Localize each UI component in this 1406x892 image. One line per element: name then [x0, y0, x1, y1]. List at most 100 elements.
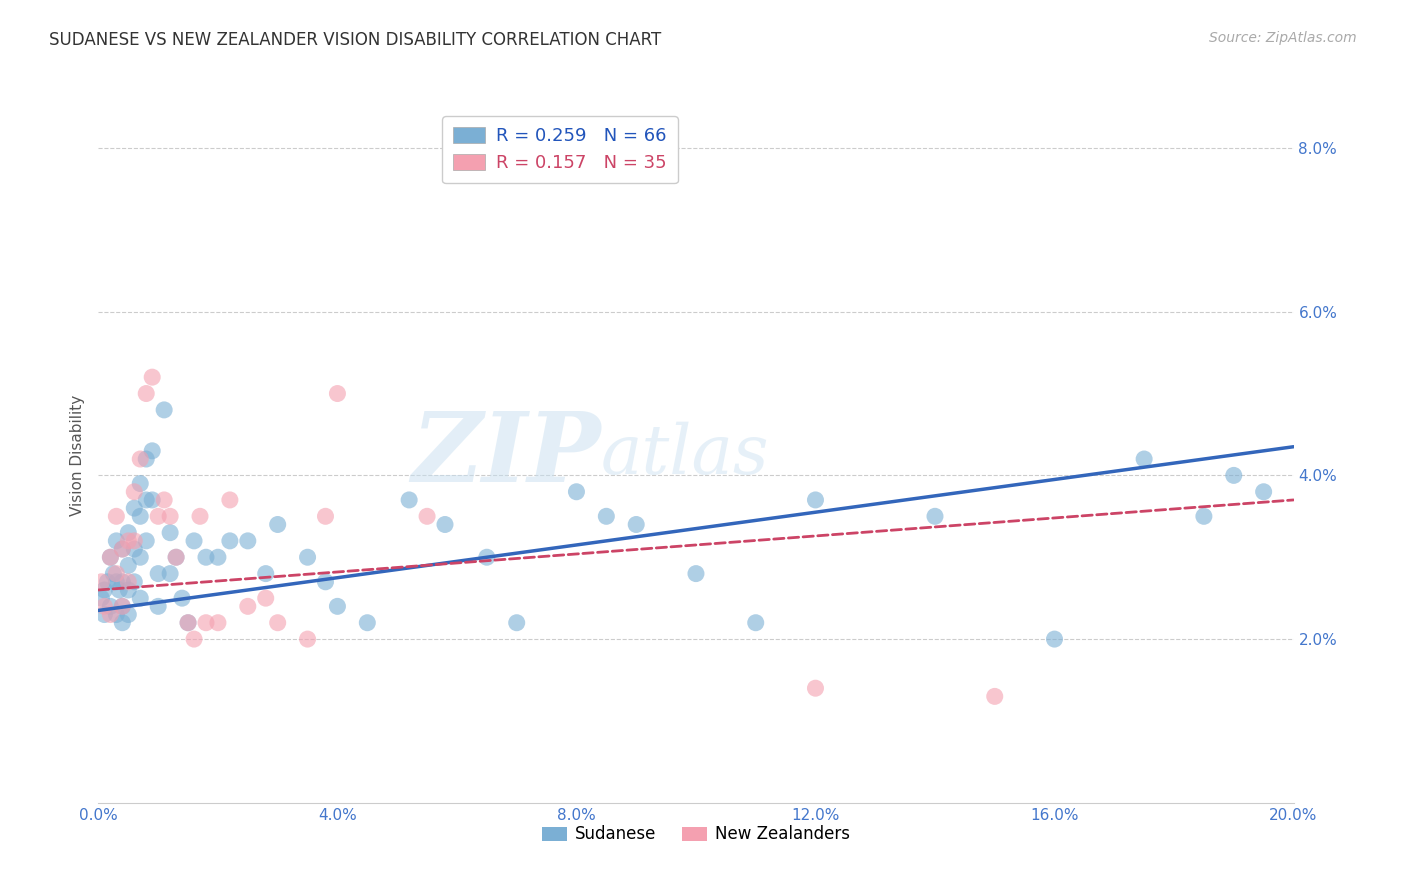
Point	[297, 632, 319, 646]
Point	[416, 509, 439, 524]
Point	[129, 550, 152, 565]
Point	[984, 690, 1007, 704]
Point	[111, 574, 134, 589]
Point	[98, 607, 122, 622]
Point	[236, 599, 259, 614]
Point	[207, 615, 229, 630]
Point	[177, 615, 200, 630]
Point	[685, 566, 707, 581]
Point	[105, 566, 128, 581]
Point	[195, 615, 218, 630]
Point	[159, 525, 181, 540]
Point	[105, 574, 128, 589]
Point	[595, 509, 617, 524]
Point	[188, 509, 211, 524]
Point	[153, 403, 176, 417]
Point	[506, 615, 529, 630]
Point	[117, 574, 139, 589]
Point	[1253, 484, 1275, 499]
Point	[267, 615, 290, 630]
Point	[98, 599, 122, 614]
Point	[141, 370, 163, 384]
Point	[148, 566, 170, 581]
Point	[111, 542, 134, 557]
Point	[105, 533, 128, 548]
Point	[111, 615, 134, 630]
Point	[148, 599, 170, 614]
Point	[117, 525, 139, 540]
Point	[93, 582, 115, 597]
Point	[153, 492, 176, 507]
Point	[236, 533, 259, 548]
Point	[159, 566, 181, 581]
Point	[124, 484, 146, 499]
Point	[148, 509, 170, 524]
Point	[254, 566, 277, 581]
Legend: Sudanese, New Zealanders: Sudanese, New Zealanders	[536, 819, 856, 850]
Point	[183, 632, 205, 646]
Point	[135, 492, 157, 507]
Point	[111, 599, 134, 614]
Point	[105, 607, 128, 622]
Point	[1223, 468, 1246, 483]
Point	[124, 542, 146, 557]
Point	[172, 591, 194, 606]
Point	[475, 157, 498, 171]
Point	[135, 452, 157, 467]
Point	[117, 533, 139, 548]
Point	[219, 533, 242, 548]
Point	[326, 386, 349, 401]
Point	[129, 509, 152, 524]
Point	[90, 574, 112, 589]
Point	[297, 550, 319, 565]
Point	[177, 615, 200, 630]
Point	[924, 509, 946, 524]
Point	[207, 550, 229, 565]
Point	[117, 558, 139, 573]
Point	[135, 533, 157, 548]
Point	[195, 550, 218, 565]
Text: ZIP: ZIP	[411, 408, 600, 502]
Point	[93, 607, 115, 622]
Point	[745, 615, 768, 630]
Point	[1043, 632, 1066, 646]
Y-axis label: Vision Disability: Vision Disability	[69, 394, 84, 516]
Point	[124, 501, 146, 516]
Point	[96, 574, 118, 589]
Point	[159, 509, 181, 524]
Point	[98, 550, 122, 565]
Point	[135, 386, 157, 401]
Point	[183, 533, 205, 548]
Point	[129, 452, 152, 467]
Text: atlas: atlas	[600, 422, 769, 488]
Point	[434, 517, 457, 532]
Point	[1192, 509, 1215, 524]
Point	[267, 517, 290, 532]
Point	[315, 574, 337, 589]
Point	[165, 550, 187, 565]
Point	[356, 615, 378, 630]
Point	[141, 443, 163, 458]
Point	[326, 599, 349, 614]
Point	[93, 599, 115, 614]
Point	[254, 591, 277, 606]
Point	[398, 492, 420, 507]
Point	[117, 607, 139, 622]
Point	[804, 681, 827, 696]
Point	[124, 574, 146, 589]
Point	[111, 542, 134, 557]
Point	[129, 476, 152, 491]
Point	[103, 566, 125, 581]
Text: Source: ZipAtlas.com: Source: ZipAtlas.com	[1209, 31, 1357, 45]
Point	[565, 484, 588, 499]
Point	[90, 591, 112, 606]
Point	[105, 509, 128, 524]
Point	[129, 591, 152, 606]
Point	[626, 517, 648, 532]
Point	[141, 492, 163, 507]
Text: SUDANESE VS NEW ZEALANDER VISION DISABILITY CORRELATION CHART: SUDANESE VS NEW ZEALANDER VISION DISABIL…	[49, 31, 661, 49]
Point	[124, 533, 146, 548]
Point	[165, 550, 187, 565]
Point	[108, 582, 131, 597]
Point	[475, 550, 498, 565]
